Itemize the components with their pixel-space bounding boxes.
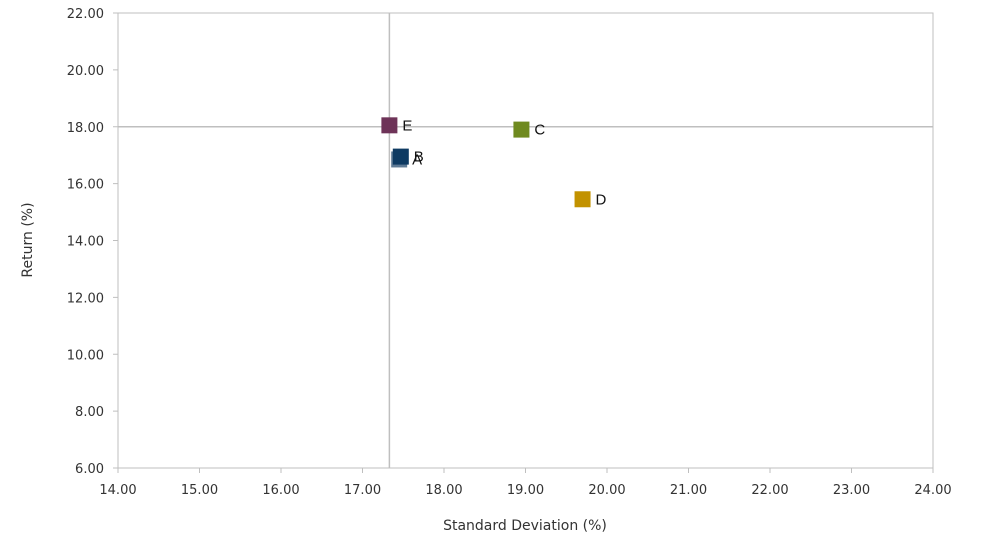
y-tick-label: 16.00 <box>67 178 104 193</box>
x-tick-label: 20.00 <box>588 483 625 498</box>
y-tick-label: 22.00 <box>67 7 104 22</box>
y-tick-label: 10.00 <box>67 348 104 363</box>
plot-area <box>117 12 934 469</box>
x-tick-label: 15.00 <box>181 483 218 498</box>
x-tick-label: 24.00 <box>914 483 951 498</box>
y-tick-label: 18.00 <box>67 121 104 136</box>
y-axis-title: Return (%) <box>20 202 36 277</box>
x-tick-label: 21.00 <box>670 483 707 498</box>
x-tick-label: 18.00 <box>425 483 462 498</box>
x-tick-label: 19.00 <box>507 483 544 498</box>
data-point-e <box>381 117 398 134</box>
y-tick-label: 12.00 <box>67 291 104 306</box>
x-tick-label: 22.00 <box>751 483 788 498</box>
y-tick-label: 6.00 <box>75 462 104 477</box>
x-tick-label: 17.00 <box>344 483 381 498</box>
x-tick-label: 14.00 <box>99 483 136 498</box>
data-point-d <box>574 191 591 208</box>
y-axis-ticks: 6.00 8.00 10.00 12.00 14.00 16.00 18.00 20.00 22… <box>67 7 118 477</box>
data-label-d: D <box>596 191 607 208</box>
y-tick-label: 20.00 <box>67 64 104 79</box>
x-axis-ticks: 14.00 15.00 16.00 17.00 18.00 19.00 20.00 21.00… <box>99 468 952 498</box>
x-tick-label: 23.00 <box>833 483 870 498</box>
data-label-b: B <box>414 149 424 166</box>
data-label-a: A <box>412 151 422 168</box>
data-label-e: E <box>402 117 412 134</box>
data-label-c: C <box>534 122 545 139</box>
y-tick-label: 8.00 <box>75 405 104 420</box>
x-axis-title: Standard Deviation (%) <box>443 518 607 534</box>
y-tick-label: 14.00 <box>67 235 104 250</box>
data-point-c <box>513 121 530 138</box>
data-points: AB C D E <box>381 117 607 208</box>
data-point-b <box>392 148 409 165</box>
x-tick-label: 16.00 <box>262 483 299 498</box>
